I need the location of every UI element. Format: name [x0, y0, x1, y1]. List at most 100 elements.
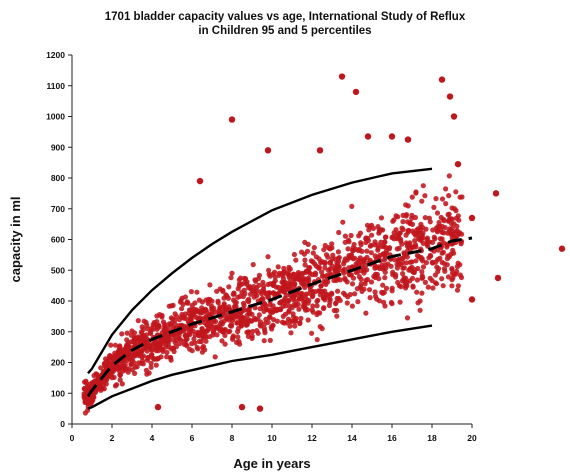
- data-point: [304, 248, 311, 254]
- axes: 0100200300400500600700800900100011001200…: [46, 50, 477, 443]
- data-point: [445, 218, 451, 224]
- data-point: [375, 247, 381, 253]
- data-point: [262, 328, 268, 334]
- data-point: [286, 267, 292, 273]
- data-point: [396, 283, 402, 289]
- data-point: [322, 259, 328, 265]
- data-point: [372, 289, 378, 295]
- data-point: [123, 344, 129, 350]
- data-point: [312, 270, 318, 276]
- data-point: [138, 348, 144, 354]
- data-point: [129, 328, 135, 334]
- data-point: [409, 215, 415, 221]
- data-point: [276, 272, 282, 278]
- data-point: [314, 337, 320, 343]
- data-point: [233, 303, 239, 310]
- data-point: [395, 257, 401, 263]
- data-point: [229, 270, 235, 276]
- data-point: [397, 299, 403, 305]
- data-point: [89, 380, 95, 386]
- data-point: [362, 281, 368, 287]
- data-point: [418, 254, 424, 261]
- data-point: [417, 298, 423, 304]
- data-point: [353, 269, 359, 275]
- data-point: [400, 260, 406, 266]
- data-point: [348, 232, 354, 239]
- data-point: [154, 342, 160, 348]
- data-point: [251, 284, 257, 290]
- data-point: [179, 311, 185, 318]
- data-point: [427, 275, 433, 281]
- data-point: [195, 315, 201, 321]
- data-point: [119, 331, 125, 337]
- data-point: [135, 318, 141, 324]
- data-point: [426, 255, 432, 261]
- data-point: [359, 248, 365, 254]
- data-point: [143, 367, 149, 373]
- data-point: [265, 291, 271, 297]
- data-point: [410, 283, 416, 289]
- data-point: [212, 354, 218, 360]
- data-point: [145, 354, 151, 360]
- data-point: [422, 193, 428, 199]
- data-point: [340, 219, 346, 225]
- data-point: [279, 319, 286, 325]
- y-axis-label: capacity in ml: [8, 197, 23, 283]
- data-point: [433, 281, 440, 287]
- data-point: [196, 177, 204, 185]
- data-point: [244, 329, 250, 335]
- data-point: [249, 335, 255, 341]
- data-point: [309, 330, 315, 336]
- data-point: [320, 305, 327, 312]
- data-point: [199, 349, 205, 355]
- data-point: [322, 265, 328, 271]
- data-point: [198, 339, 204, 345]
- data-point: [423, 260, 429, 266]
- data-point: [191, 310, 197, 316]
- data-point: [204, 322, 210, 328]
- data-point: [296, 296, 302, 302]
- data-point: [383, 250, 389, 256]
- data-point: [404, 315, 411, 321]
- data-point: [319, 269, 325, 275]
- data-point: [409, 194, 415, 200]
- data-point: [419, 290, 425, 296]
- data-point: [380, 282, 386, 288]
- data-point: [178, 298, 184, 304]
- data-point: [302, 293, 308, 299]
- data-point: [127, 354, 133, 360]
- y-tick-label: 900: [51, 142, 65, 152]
- data-point: [409, 259, 415, 265]
- data-point: [448, 251, 454, 257]
- data-point: [383, 285, 390, 291]
- chart-title-block: 1701 bladder capacity values vs age, Int…: [0, 10, 570, 38]
- data-point: [329, 290, 335, 296]
- data-point: [450, 275, 456, 281]
- data-point: [266, 271, 272, 277]
- data-point: [107, 353, 113, 359]
- data-point: [363, 239, 369, 246]
- data-point: [414, 231, 420, 237]
- data-point: [309, 307, 315, 313]
- data-point: [380, 290, 386, 296]
- data-point: [243, 276, 249, 282]
- data-point: [419, 232, 425, 238]
- x-tick-label: 10: [267, 433, 277, 443]
- data-point: [253, 278, 259, 284]
- data-point: [322, 242, 328, 249]
- data-point: [293, 257, 299, 263]
- data-point: [314, 303, 320, 309]
- data-point: [431, 204, 437, 210]
- data-point: [459, 231, 465, 237]
- data-point: [194, 289, 200, 295]
- data-point: [252, 315, 258, 321]
- data-point: [334, 313, 340, 319]
- data-point: [235, 329, 241, 335]
- data-point: [188, 289, 194, 295]
- data-point: [174, 331, 180, 337]
- data-point: [214, 332, 220, 338]
- data-point: [172, 311, 178, 317]
- data-point: [387, 245, 393, 251]
- data-point: [400, 265, 406, 271]
- data-point: [164, 331, 170, 337]
